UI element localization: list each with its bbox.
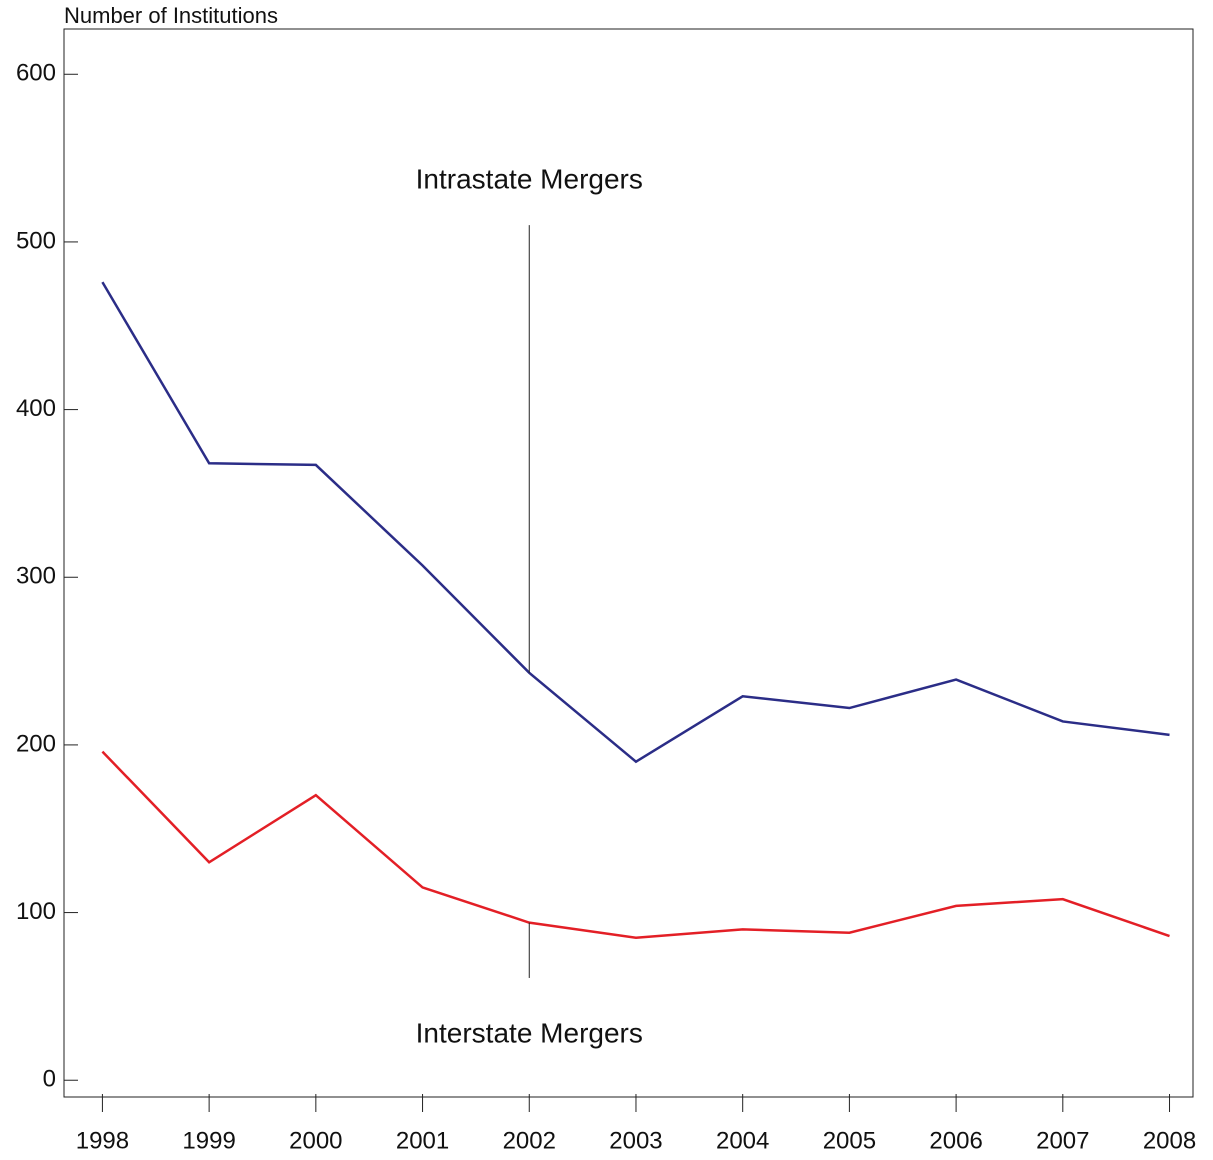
x-tick-label: 2003 xyxy=(609,1127,662,1154)
y-tick-label: 300 xyxy=(16,563,56,590)
x-tick-label: 2002 xyxy=(503,1127,556,1154)
x-tick-label: 1999 xyxy=(182,1127,235,1154)
series-line xyxy=(101,750,1170,939)
x-tick-label: 2008 xyxy=(1143,1127,1196,1154)
x-tick-label: 2006 xyxy=(929,1127,982,1154)
x-tick-label: 2007 xyxy=(1036,1127,1089,1154)
plot-frame xyxy=(63,28,1194,1098)
y-tick-label: 200 xyxy=(16,730,56,757)
series-line xyxy=(101,281,1170,764)
x-tick-label: 2000 xyxy=(289,1127,342,1154)
annotation-text: Intrastate Mergers xyxy=(416,164,643,195)
y-tick-label: 100 xyxy=(16,898,56,925)
x-tick-label: 2004 xyxy=(716,1127,769,1154)
y-tick-label: 500 xyxy=(16,227,56,254)
x-tick-label: 1998 xyxy=(76,1127,129,1154)
y-tick-label: 0 xyxy=(43,1066,56,1093)
y-axis-label: Number of Institutions xyxy=(64,3,278,28)
x-tick-label: 2001 xyxy=(396,1127,449,1154)
y-tick-label: 400 xyxy=(16,395,56,422)
x-tick-label: 2005 xyxy=(823,1127,876,1154)
y-tick-label: 600 xyxy=(16,60,56,87)
annotation-text: Interstate Mergers xyxy=(416,1017,643,1048)
